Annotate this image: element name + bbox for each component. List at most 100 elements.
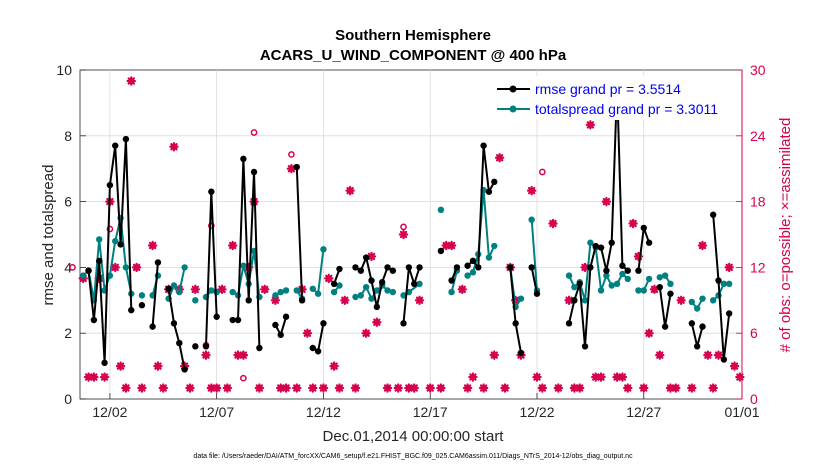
rmse-point	[715, 277, 722, 284]
obs-assimilated-marker	[671, 383, 681, 393]
rmse-point	[314, 348, 322, 355]
rmse-point	[128, 306, 135, 314]
obs-assimilated-marker	[409, 383, 419, 393]
rmse-point	[565, 320, 573, 327]
rmse-point	[154, 259, 162, 266]
totalspread-point	[357, 292, 365, 299]
y-tick-label: 4	[64, 259, 72, 275]
totalspread-point	[293, 287, 300, 294]
obs-assimilated-marker	[126, 76, 136, 86]
obs-assimilated-marker	[713, 350, 724, 360]
totalspread-point	[384, 287, 391, 294]
obs-assimilated-marker	[436, 383, 446, 393]
rmse-point	[624, 267, 631, 274]
x-axis-label: Dec.01,2014 00:00:00 start	[323, 428, 505, 445]
totalspread-point	[373, 287, 381, 294]
rmse-point	[405, 264, 413, 271]
rmse-point	[384, 264, 391, 271]
obs-assimilated-marker	[201, 350, 211, 360]
y-right-tick-label: 6	[750, 325, 758, 341]
rmse-point	[469, 257, 477, 265]
obs-possible-marker	[69, 264, 76, 271]
obs-assimilated-marker	[665, 383, 676, 393]
obs-assimilated-marker	[131, 262, 142, 273]
y-axis-label-right: # of obs: o=possible; ×=assimilated	[777, 118, 794, 353]
rmse-point	[122, 135, 130, 143]
rmse-point	[256, 344, 263, 352]
rmse-point	[576, 280, 583, 288]
rmse-point	[491, 178, 498, 186]
totalspread-point	[640, 287, 647, 294]
rmse-point	[699, 323, 706, 330]
x-tick-label: 12/02	[92, 404, 127, 420]
rmse-line-segment	[712, 214, 731, 361]
obs-assimilated-marker	[281, 383, 291, 393]
legend-box	[490, 76, 737, 120]
obs-assimilated-marker	[569, 383, 580, 393]
rmse-point	[277, 331, 284, 339]
rmse-point	[389, 267, 397, 274]
totalspread-point	[667, 280, 674, 288]
totalspread-point	[272, 292, 279, 299]
obs-possible-marker	[250, 129, 258, 136]
y-tick-label: 10	[56, 62, 72, 78]
obs-assimilated-marker	[612, 372, 622, 382]
rmse-point	[645, 239, 653, 246]
obs-assimilated-marker	[708, 383, 718, 393]
totalspread-point	[581, 297, 589, 304]
totalspread-point	[309, 285, 316, 292]
rmse-point	[587, 264, 594, 271]
obs-assimilated-marker	[462, 383, 473, 393]
totalspread-point	[138, 292, 146, 299]
rmse-point	[619, 262, 626, 269]
obs-assimilated-marker	[623, 383, 633, 393]
rmse-line-segment	[151, 262, 159, 327]
obs-assimilated-marker	[735, 372, 745, 382]
obs-possible-marker	[207, 222, 215, 230]
rmse-point	[480, 142, 487, 149]
x-tick-label: 12/27	[626, 404, 661, 420]
totalspread-point	[192, 297, 199, 304]
rmse-point	[533, 290, 541, 297]
totalspread-point	[571, 283, 578, 291]
rmse-point	[608, 239, 615, 246]
rmse-point	[330, 280, 338, 288]
obs-assimilated-marker	[318, 383, 329, 393]
totalspread-line-segment	[530, 219, 538, 291]
y-tick-label: 2	[64, 325, 72, 341]
obs-assimilated-marker	[302, 328, 313, 338]
obs-assimilated-marker	[537, 383, 548, 393]
totalspread-point	[170, 282, 178, 289]
rmse-point	[298, 297, 306, 304]
obs-assimilated-marker	[526, 185, 537, 196]
obs-assimilated-marker	[649, 284, 660, 295]
obs-assimilated-marker	[169, 142, 179, 152]
y-right-tick-label: 18	[750, 194, 766, 210]
obs-assimilated-marker	[153, 361, 163, 371]
rmse-point	[101, 359, 108, 367]
rmse-point	[635, 267, 642, 274]
rmse-point	[202, 343, 210, 350]
footer-data-file: data file: /Users/raeder/DAI/ATM_forcXX/…	[193, 453, 633, 460]
totalspread-point	[314, 290, 322, 297]
rmse-point	[234, 316, 242, 324]
obs-assimilated-marker	[83, 372, 94, 382]
rmse-point	[208, 188, 215, 195]
y-axis-left: 0 2 4 6 8 10	[56, 62, 86, 407]
totalspread-point	[352, 293, 359, 301]
obs-assimilated-marker	[687, 383, 697, 393]
obs-possible-marker	[538, 168, 546, 176]
obs-assimilated-marker	[276, 383, 286, 393]
totalspread-point	[688, 298, 696, 306]
obs-assimilated-marker	[414, 295, 425, 305]
totalspread-point	[619, 270, 626, 278]
legend-marker-totalspread	[509, 105, 517, 113]
totalspread-point	[613, 280, 621, 288]
rmse-point	[400, 320, 407, 327]
totalspread-point	[528, 216, 535, 223]
rmse-point	[352, 264, 359, 271]
rmse-point	[667, 290, 674, 297]
rmse-point	[725, 310, 733, 317]
series-lines	[80, 81, 733, 373]
